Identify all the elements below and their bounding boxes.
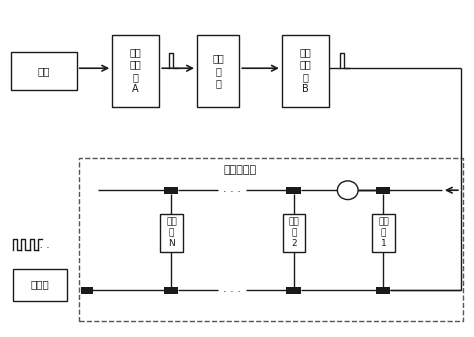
Text: 传感
器
1: 传感 器 1 <box>378 217 389 248</box>
Text: 传感器阵列: 传感器阵列 <box>224 165 257 175</box>
Bar <box>164 287 178 294</box>
Text: 探测器: 探测器 <box>31 280 50 289</box>
Bar <box>283 214 305 252</box>
Bar <box>286 187 301 194</box>
Bar <box>164 187 178 194</box>
Bar <box>197 35 239 107</box>
Text: . . .: . . . <box>223 184 241 193</box>
Text: 光放
大
器: 光放 大 器 <box>212 53 224 88</box>
Bar <box>11 52 77 90</box>
Text: 脉冲
调制
器
A: 脉冲 调制 器 A <box>130 47 142 94</box>
Bar <box>372 214 395 252</box>
Text: . . .: . . . <box>33 240 50 249</box>
Bar <box>376 287 390 294</box>
Text: 传感
器
2: 传感 器 2 <box>289 217 300 248</box>
Bar <box>13 269 67 301</box>
Bar <box>82 287 93 294</box>
Bar <box>79 158 463 320</box>
Bar <box>286 287 301 294</box>
Text: . . .: . . . <box>223 284 241 294</box>
Bar <box>160 214 183 252</box>
Ellipse shape <box>337 181 358 200</box>
Bar <box>112 35 159 107</box>
Text: 光源: 光源 <box>37 66 50 76</box>
Bar <box>376 187 390 194</box>
Text: 脉冲
调制
器
B: 脉冲 调制 器 B <box>300 47 311 94</box>
Text: 传感
器
N: 传感 器 N <box>166 217 177 248</box>
Bar <box>282 35 329 107</box>
